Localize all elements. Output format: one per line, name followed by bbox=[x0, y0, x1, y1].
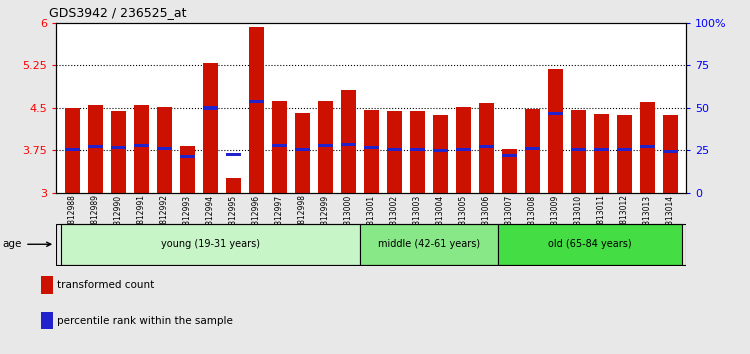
Bar bbox=[249, 27, 264, 193]
Text: GSM812993: GSM812993 bbox=[183, 194, 192, 241]
Text: GSM813004: GSM813004 bbox=[436, 194, 445, 241]
Text: GSM812996: GSM812996 bbox=[252, 194, 261, 241]
Bar bbox=[478, 145, 494, 148]
Text: GSM813005: GSM813005 bbox=[459, 194, 468, 241]
Bar bbox=[616, 115, 632, 193]
Bar bbox=[41, 312, 53, 329]
Text: GSM813003: GSM813003 bbox=[413, 194, 422, 241]
Bar bbox=[525, 147, 540, 150]
Text: GSM813000: GSM813000 bbox=[344, 194, 352, 241]
Bar bbox=[64, 148, 80, 151]
Bar bbox=[226, 178, 241, 193]
Bar bbox=[111, 146, 126, 149]
Text: GSM813009: GSM813009 bbox=[550, 194, 560, 241]
Bar bbox=[318, 101, 333, 193]
Text: GSM812995: GSM812995 bbox=[229, 194, 238, 241]
Text: old (65-84 years): old (65-84 years) bbox=[548, 239, 632, 249]
Bar bbox=[64, 108, 80, 193]
Bar bbox=[180, 146, 195, 193]
Text: GSM812997: GSM812997 bbox=[274, 194, 284, 241]
Bar bbox=[502, 149, 517, 193]
Bar bbox=[571, 148, 586, 151]
Bar bbox=[594, 114, 609, 193]
Bar bbox=[616, 148, 632, 152]
Bar bbox=[226, 153, 241, 156]
Text: age: age bbox=[3, 239, 51, 249]
Text: GSM812994: GSM812994 bbox=[206, 194, 214, 241]
Bar bbox=[502, 154, 517, 157]
Bar bbox=[663, 150, 678, 153]
Bar bbox=[640, 102, 655, 193]
Bar bbox=[594, 148, 609, 152]
Bar bbox=[364, 146, 379, 149]
Bar bbox=[456, 107, 471, 193]
Bar bbox=[340, 90, 356, 193]
Bar bbox=[548, 69, 562, 193]
Text: GSM812988: GSM812988 bbox=[68, 194, 76, 240]
Bar bbox=[41, 276, 53, 294]
Bar bbox=[663, 115, 678, 193]
Bar bbox=[157, 107, 172, 193]
Bar bbox=[134, 105, 148, 193]
Bar bbox=[360, 224, 498, 265]
Bar bbox=[433, 149, 448, 152]
Text: percentile rank within the sample: percentile rank within the sample bbox=[57, 316, 233, 326]
Bar bbox=[571, 110, 586, 193]
Bar bbox=[249, 99, 264, 103]
Bar bbox=[157, 147, 172, 150]
Bar bbox=[387, 148, 402, 151]
Text: GSM812991: GSM812991 bbox=[136, 194, 146, 240]
Text: GSM813010: GSM813010 bbox=[574, 194, 583, 241]
Bar bbox=[295, 113, 310, 193]
Bar bbox=[180, 155, 195, 158]
Bar bbox=[364, 110, 379, 193]
Bar bbox=[478, 103, 494, 193]
Bar bbox=[410, 111, 424, 193]
Bar bbox=[433, 115, 448, 193]
Bar bbox=[272, 144, 286, 148]
Text: GSM813013: GSM813013 bbox=[643, 194, 652, 241]
Bar bbox=[111, 111, 126, 193]
Bar bbox=[61, 224, 360, 265]
Text: GSM812989: GSM812989 bbox=[91, 194, 100, 240]
Text: GSM813008: GSM813008 bbox=[528, 194, 537, 241]
Bar bbox=[456, 148, 471, 151]
Text: young (19-31 years): young (19-31 years) bbox=[160, 239, 260, 249]
Text: GSM813011: GSM813011 bbox=[597, 194, 606, 240]
Bar bbox=[202, 107, 217, 109]
Bar bbox=[202, 63, 217, 193]
Bar bbox=[134, 144, 148, 148]
Bar bbox=[340, 143, 356, 146]
Bar bbox=[410, 148, 424, 152]
Text: GSM812999: GSM812999 bbox=[321, 194, 330, 241]
Text: GSM813014: GSM813014 bbox=[666, 194, 675, 241]
Bar bbox=[387, 111, 402, 193]
Bar bbox=[272, 101, 286, 193]
Bar bbox=[640, 145, 655, 148]
Bar bbox=[88, 145, 103, 148]
Text: GSM813006: GSM813006 bbox=[482, 194, 490, 241]
Bar bbox=[295, 148, 310, 152]
Text: GSM813001: GSM813001 bbox=[367, 194, 376, 241]
Text: transformed count: transformed count bbox=[57, 280, 154, 290]
Text: GSM812998: GSM812998 bbox=[298, 194, 307, 240]
Bar bbox=[498, 224, 682, 265]
Text: GSM813012: GSM813012 bbox=[620, 194, 628, 240]
Bar bbox=[525, 109, 540, 193]
Text: GSM813002: GSM813002 bbox=[390, 194, 399, 241]
Bar bbox=[548, 112, 562, 115]
Text: GSM813007: GSM813007 bbox=[505, 194, 514, 241]
Text: GSM812992: GSM812992 bbox=[160, 194, 169, 240]
Text: GDS3942 / 236525_at: GDS3942 / 236525_at bbox=[49, 6, 186, 19]
Bar bbox=[88, 105, 103, 193]
Text: middle (42-61 years): middle (42-61 years) bbox=[378, 239, 480, 249]
Text: GSM812990: GSM812990 bbox=[114, 194, 123, 241]
Bar bbox=[318, 144, 333, 148]
